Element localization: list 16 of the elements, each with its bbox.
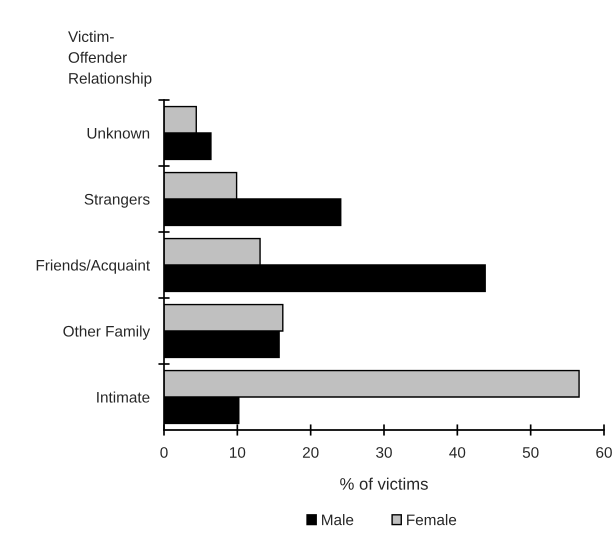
legend-label: Male [322,514,354,526]
x-tick-label: 10 [230,447,246,458]
x-axis-title: % of victims [340,478,428,490]
y-tick-label: Unknown [88,127,150,139]
y-tick-label: Intimate [97,391,150,403]
y-tick-label: Friends/Acquaint [36,259,150,274]
x-tick-label: 0 [160,447,168,458]
x-tick-label: 40 [449,447,466,458]
x-tick-label: 30 [376,447,392,458]
x-tick-label: 20 [302,447,319,458]
y-tick-label: Strangers [84,194,150,208]
x-tick-label: 60 [596,447,612,458]
y-tick-label: Other Family [63,325,150,340]
legend-label: Female [407,514,456,526]
x-tick-label: 50 [522,447,539,458]
y-axis-title: Victim- Offender Relationship [68,30,152,87]
